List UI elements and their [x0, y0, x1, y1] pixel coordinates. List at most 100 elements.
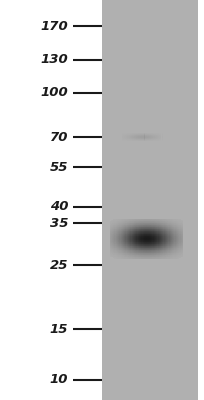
Bar	[150, 246, 151, 247]
Bar	[124, 244, 125, 245]
Bar	[182, 238, 183, 239]
Bar	[111, 239, 112, 240]
Bar	[145, 249, 146, 250]
Bar	[123, 238, 124, 239]
Bar	[135, 235, 136, 236]
Bar	[177, 247, 178, 248]
Bar	[123, 230, 124, 231]
Bar	[166, 222, 167, 223]
Bar	[133, 252, 134, 253]
Bar	[151, 218, 152, 219]
Bar	[177, 225, 178, 226]
Bar	[155, 227, 156, 228]
Bar	[163, 236, 165, 237]
Bar	[173, 243, 174, 244]
Bar	[152, 244, 154, 245]
Bar	[141, 254, 143, 255]
Bar	[152, 249, 154, 250]
Bar	[170, 227, 171, 228]
Bar	[154, 227, 155, 228]
Bar	[138, 252, 139, 253]
Bar	[156, 236, 157, 237]
Bar	[152, 230, 154, 231]
Bar	[139, 235, 140, 236]
Bar	[125, 242, 127, 243]
Bar	[170, 245, 171, 246]
Bar	[165, 249, 166, 250]
Bar	[138, 237, 139, 238]
Bar	[147, 222, 149, 223]
Bar	[171, 251, 172, 252]
Bar	[111, 234, 112, 235]
Bar	[165, 219, 166, 220]
Bar	[144, 219, 145, 220]
Bar	[129, 218, 130, 219]
Bar	[119, 239, 121, 240]
Bar	[152, 254, 154, 255]
Bar	[134, 254, 135, 255]
Bar	[177, 233, 178, 234]
Bar	[182, 237, 183, 238]
Bar	[121, 245, 122, 246]
Bar	[170, 240, 171, 241]
Bar	[174, 232, 176, 233]
Bar	[178, 249, 179, 250]
Bar	[133, 223, 134, 224]
Bar	[162, 237, 163, 238]
Bar	[177, 236, 178, 237]
Bar	[118, 258, 119, 259]
Bar	[119, 247, 121, 248]
Bar	[170, 223, 171, 224]
Bar	[121, 246, 122, 247]
Bar	[128, 240, 129, 241]
Bar	[167, 247, 168, 248]
Bar	[112, 221, 113, 222]
Bar	[134, 235, 135, 236]
Bar	[172, 231, 173, 232]
Bar	[176, 238, 177, 239]
Bar	[182, 240, 183, 241]
Bar	[113, 242, 114, 243]
Bar	[176, 235, 177, 236]
Bar	[130, 237, 132, 238]
Bar	[172, 257, 173, 258]
Bar	[128, 257, 129, 258]
Bar	[177, 222, 178, 223]
Bar	[178, 240, 179, 241]
Bar	[125, 254, 127, 255]
Bar	[123, 246, 124, 247]
Bar	[181, 226, 182, 227]
Bar	[157, 222, 159, 223]
Bar	[125, 244, 127, 245]
Bar	[125, 248, 127, 249]
Bar	[127, 228, 128, 229]
Bar	[145, 253, 146, 254]
Bar	[157, 255, 159, 256]
Bar	[170, 254, 171, 255]
Bar	[163, 220, 165, 221]
Bar	[154, 235, 155, 236]
Bar	[113, 255, 114, 256]
Bar	[146, 248, 147, 249]
Bar	[147, 225, 149, 226]
Bar	[147, 255, 149, 256]
Bar	[173, 251, 174, 252]
Bar	[160, 218, 161, 219]
Bar	[143, 246, 144, 247]
Bar	[147, 249, 149, 250]
Bar	[119, 224, 121, 225]
Bar	[111, 232, 112, 233]
Bar	[135, 226, 136, 227]
Bar	[149, 239, 150, 240]
Bar	[161, 218, 162, 219]
Bar	[178, 222, 179, 223]
Bar	[168, 233, 170, 234]
Bar	[129, 234, 130, 235]
Bar	[159, 238, 160, 239]
Bar	[119, 256, 121, 257]
Bar	[157, 242, 159, 243]
Bar	[121, 223, 122, 224]
Bar	[132, 249, 133, 250]
Bar	[161, 241, 162, 242]
Bar	[166, 244, 167, 245]
